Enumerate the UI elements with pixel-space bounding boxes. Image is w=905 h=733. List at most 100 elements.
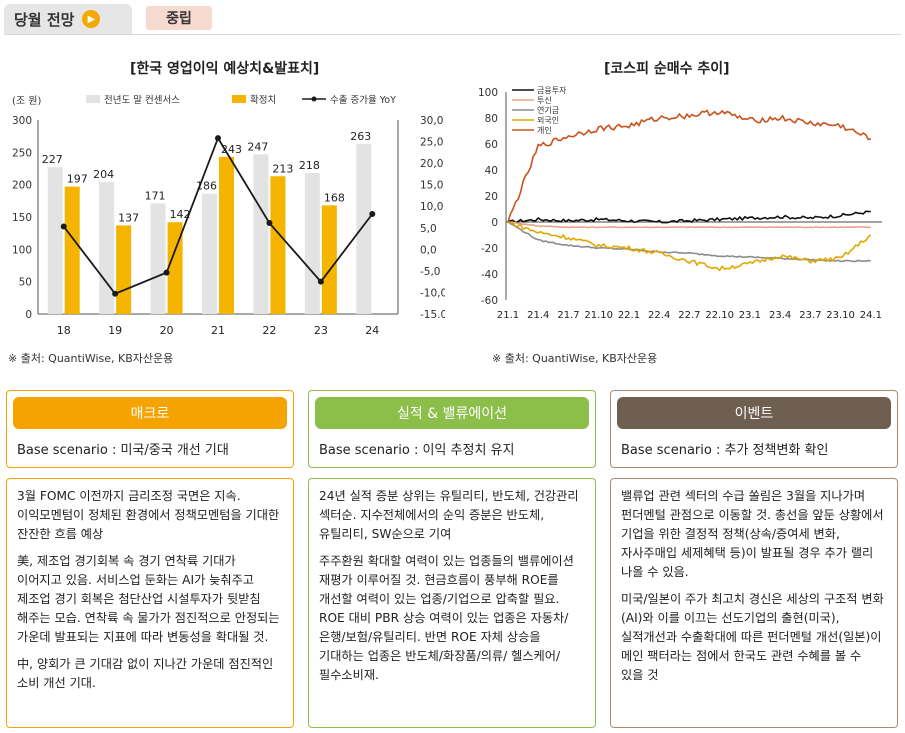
consensus-bar [356,143,372,314]
bar-y2-tick-label: 25,0 [420,137,443,149]
consensus-bar [202,193,217,314]
actual-data-label: 213 [272,162,293,175]
bar-y-tick-label: 50 [19,277,32,289]
bar-x-tick-label: 19 [108,324,122,337]
actual-data-label: 137 [118,211,139,224]
bar-y2-tick-label: 15,0 [420,180,443,192]
header-divider [4,34,901,35]
bar-x-tick-label: 24 [365,324,379,337]
actual-bar [219,156,234,314]
line-x-tick-label: 21.1 [497,310,519,321]
line-y-tick-label: 100 [478,87,498,99]
line-legend-label: 개인 [537,125,552,135]
earnings-card-body: 24년 실적 증분 상위는 유틸리티, 반도체, 건강관리 섹터순. 지수전체에… [308,478,596,728]
consensus-data-label: 263 [350,130,371,143]
consensus-bar [253,154,269,314]
bar-y2-tick-label: 0,0 [420,244,437,256]
bar-y-tick-label: 250 [12,147,32,159]
bar-y-tick-label: 100 [12,244,32,256]
consensus-bar [47,167,63,314]
bar-y-tick-label: 150 [12,212,32,224]
line-x-tick-label: 21.10 [584,310,613,321]
bar-y2-tick-label: 10,0 [420,201,443,213]
actual-data-label: 168 [324,191,345,204]
consensus-bar [304,173,320,314]
stance-badge: 중립 [146,6,212,30]
line-y-tick-label: -40 [481,269,498,281]
legend-label-consensus: 전년도 말 컨센서스 [104,94,180,106]
bar-x-tick-label: 21 [211,324,225,337]
macro-paragraph-1: 3월 FOMC 이전까지 금리조정 국면은 지속. 이익모멘텀이 정체된 환경에… [17,489,280,541]
bar-y2-tick-label: 5,0 [420,223,437,235]
bar-y2-tick-label: -5,0 [420,266,441,278]
line-x-tick-label: 23.4 [769,310,791,321]
earnings-card-header: 실적 & 밸류에이션 Base scenario : 이익 추정치 유지 [308,390,596,468]
legend-swatch-consensus [86,95,100,103]
line-y-tick-label: -60 [481,295,498,307]
legend-swatch-actual [232,95,246,103]
macro-paragraph-2: 美, 제조업 경기회복 속 경기 연착륙 기대가 이어지고 있음. 서비스업 둔… [17,554,280,644]
consensus-data-label: 247 [247,140,268,153]
consensus-bar [99,182,115,314]
play-arrow-icon[interactable]: ▶ [82,10,101,28]
outlook-tab[interactable]: 당월 전망 ▶ [4,4,132,34]
event-card: 이벤트 Base scenario : 추가 정책변화 확인 밸류업 관련 섹터… [610,390,898,728]
bar-y2-tick-label: 20,0 [420,158,443,170]
bar-x-tick-label: 23 [314,324,328,337]
actual-bar [64,186,80,314]
bar-y-tick-label: 0 [25,309,32,321]
event-scenario: Base scenario : 추가 정책변화 확인 [621,443,829,458]
line-x-tick-label: 21.7 [557,310,579,321]
macro-card-title: 매크로 [13,397,287,429]
bar-chart: (조 원) 전년도 말 컨센서스 확정치 수출 증가율 YoY050100150200… [12,94,445,337]
bar-chart-title: [한국 영업이익 예상치&발표치] [130,61,320,77]
line-x-tick-label: 24.1 [860,310,882,321]
export-growth-point [163,269,170,276]
actual-bar [116,225,132,314]
line-y-tick-label: 40 [485,165,498,177]
line-legend-label: 투신 [537,96,552,105]
line-legend-label: 연기금 [537,106,559,115]
consensus-data-label: 227 [42,153,63,166]
consensus-bar [150,203,166,314]
line-series-3 [507,221,871,263]
consensus-data-label: 218 [299,159,320,172]
bar-y2-tick-label: -10,0 [420,287,445,299]
event-card-title: 이벤트 [617,397,891,429]
earnings-scenario: Base scenario : 이익 추정치 유지 [319,443,515,458]
line-y-tick-label: 20 [485,191,498,203]
export-growth-point [112,290,119,297]
line-legend-label: 금융투자 [537,86,567,95]
line-legend-label: 외국인 [537,115,559,125]
bar-x-tick-label: 20 [160,324,174,337]
actual-bar [167,222,183,314]
line-y-tick-label: 0 [491,217,498,229]
line-x-tick-label: 22.1 [618,310,640,321]
line-series-2 [507,221,871,229]
actual-data-label: 142 [170,208,191,221]
bar-y-tick-label: 300 [12,115,32,127]
line-y-tick-label: 60 [485,139,498,151]
bar-x-tick-label: 18 [57,324,71,337]
legend-marker-export [311,96,317,102]
line-x-tick-label: 23.10 [826,310,855,321]
line-chart-source: ※ 출처: QuantiWise, KB자산운용 [492,352,658,365]
export-growth-point [215,135,221,142]
bar-y-tick-label: 200 [12,180,32,192]
export-growth-point [60,223,67,230]
macro-card: 매크로 Base scenario : 미국/중국 개선 기대 3월 FOMC … [6,390,294,728]
bar-y2-tick-label: -15.0 [420,309,445,321]
export-growth-point [317,278,324,285]
bar-y2-tick-label: 30,0 [420,115,443,127]
event-paragraph-2: 미국/일본이 주가 최고치 경신은 세상의 구조적 변화(AI)와 이를 이끄는… [621,592,884,682]
event-paragraph-1: 밸류업 관련 섹터의 수급 쏠림은 3월을 지나가며 펀더멘털 관점으로 이동할… [621,489,884,579]
event-card-header: 이벤트 Base scenario : 추가 정책변화 확인 [610,390,898,468]
bar-x-tick-label: 22 [262,324,276,337]
actual-data-label: 197 [67,173,88,186]
legend-label-actual: 확정치 [250,94,276,106]
line-chart-title: [코스피 순매수 추이] [604,61,730,77]
export-growth-point [266,220,273,227]
consensus-data-label: 171 [145,189,166,202]
earnings-paragraph-1: 24년 실적 증분 상위는 유틸리티, 반도체, 건강관리 섹터순. 지수전체에… [319,489,579,541]
line-chart: -60 -40 -20 0 20 40 60 80 100 21.1 21.4 21.7 21.10 22… [478,86,882,321]
